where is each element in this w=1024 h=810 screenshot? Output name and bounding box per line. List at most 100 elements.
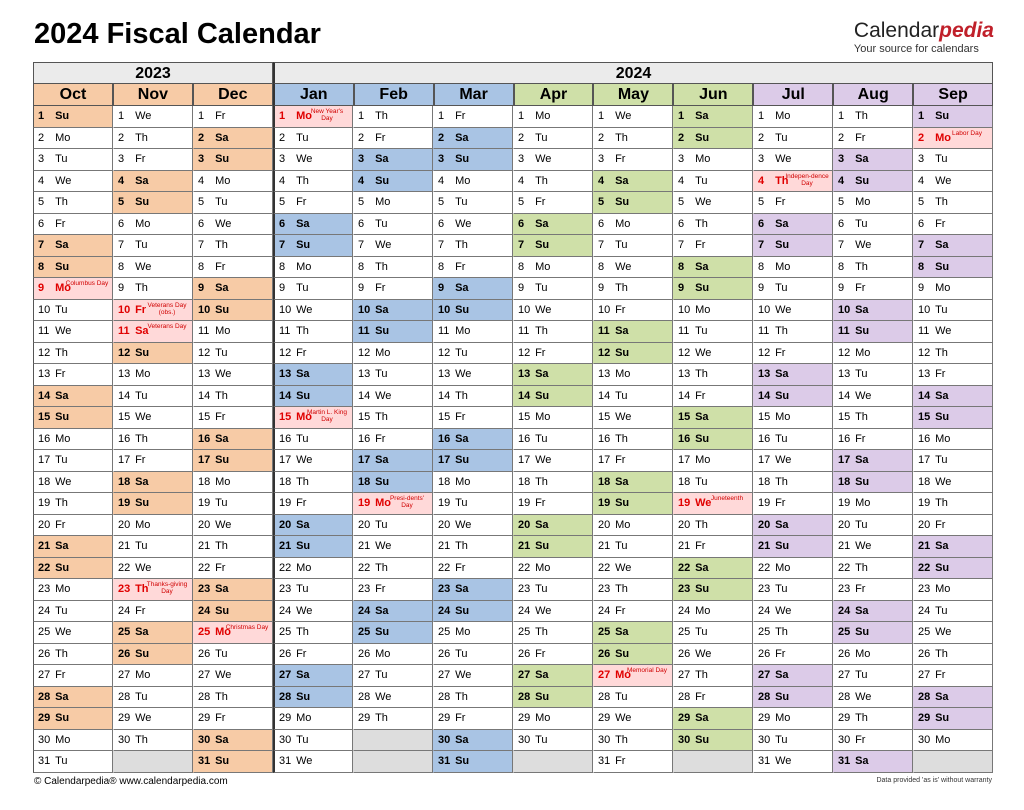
weekday-label: Th: [455, 540, 468, 553]
day-cell: 9 Tu: [753, 278, 833, 300]
day-cell: 31 Su: [193, 751, 273, 773]
day-cell: 2 Tu: [513, 127, 593, 149]
day-cell: 24 Su: [193, 600, 273, 622]
weekday-label: Fr: [375, 282, 386, 295]
weekday-label: Tu: [375, 669, 388, 682]
day-number: 12: [598, 346, 611, 359]
day-number: 4: [918, 174, 925, 187]
day-number: 8: [358, 260, 365, 273]
day-cell: 25 Tu: [673, 622, 753, 644]
day-number: 12: [38, 346, 51, 359]
day-cell: 27 Fr: [913, 665, 993, 687]
weekday-label: Mo: [135, 669, 151, 682]
day-number: 25: [438, 626, 451, 639]
day-number: 13: [518, 368, 531, 381]
day-cell: 23 Th: [593, 579, 673, 601]
weekday-label: Sa: [695, 411, 709, 424]
day-number: 16: [279, 432, 292, 445]
day-number: 31: [838, 755, 851, 768]
weekday-label: Mo: [135, 368, 151, 381]
day-cell: 2 Tu: [273, 127, 353, 149]
day-cell: 30 Tu: [273, 729, 353, 751]
weekday-label: Tu: [55, 604, 68, 617]
day-number: 29: [118, 712, 131, 725]
day-number: 30: [758, 733, 771, 746]
day-number: 7: [758, 239, 765, 252]
day-cell: 1 We: [113, 106, 193, 128]
day-number: 23: [358, 583, 371, 596]
weekday-label: We: [455, 669, 472, 682]
weekday-label: Sa: [55, 690, 69, 703]
weekday-label: Su: [215, 454, 230, 467]
weekday-label: Fr: [296, 346, 307, 359]
weekday-label: We: [135, 260, 152, 273]
day-number: 2: [918, 131, 925, 144]
weekday-label: Su: [695, 282, 710, 295]
day-cell: 30 Tu: [513, 729, 593, 751]
weekday-label: Th: [935, 647, 948, 660]
day-cell: 23 Su: [673, 579, 753, 601]
day-cell: 11 Mo: [433, 321, 513, 343]
weekday-label: Tu: [215, 346, 228, 359]
month-column-oct: 1 Su 2 Mo 3 Tu 4 We 5 Th 6 Fr 7 Sa 8 Su 9 Mo Colu…: [33, 106, 113, 773]
weekday-label: We: [615, 712, 632, 725]
weekday-label: Su: [455, 755, 470, 768]
day-cell: 9 Tu: [273, 278, 353, 300]
weekday-label: Su: [615, 497, 630, 510]
weekday-label: Tu: [215, 196, 228, 209]
day-cell: 26 Mo: [353, 643, 433, 665]
day-cell: 14 Su: [273, 385, 353, 407]
weekday-label: Su: [455, 604, 470, 617]
day-number: 25: [598, 626, 611, 639]
day-cell: 23 Fr: [353, 579, 433, 601]
day-number: 10: [279, 303, 292, 316]
day-cell: 26 Fr: [513, 643, 593, 665]
day-cell: 26 Mo: [833, 643, 913, 665]
day-number: 29: [358, 712, 371, 725]
day-cell: 24 We: [513, 600, 593, 622]
day-number: 19: [678, 497, 691, 510]
day-number: 9: [598, 282, 605, 295]
day-number: 25: [838, 626, 851, 639]
day-cell: 8 Su: [33, 256, 113, 278]
day-cell: 22 Fr: [193, 557, 273, 579]
day-cell: 18 Th: [273, 471, 353, 493]
weekday-label: Th: [375, 712, 388, 725]
weekday-label: Fr: [215, 411, 226, 424]
day-cell: 4 Mo: [433, 170, 513, 192]
weekday-label: Th: [296, 325, 309, 338]
day-number: 29: [518, 712, 531, 725]
day-number: 30: [838, 733, 851, 746]
day-cell: 31 Sa: [833, 751, 913, 773]
day-cell: 27 Sa: [273, 665, 353, 687]
day-number: 17: [358, 454, 371, 467]
day-number: 7: [358, 239, 365, 252]
weekday-label: Th: [615, 432, 628, 445]
month-header-sep: Sep: [913, 84, 994, 106]
day-cell: 31 Su: [433, 751, 513, 773]
day-cell: 10 Su: [433, 299, 513, 321]
weekday-label: Mo: [695, 454, 711, 467]
day-cell: 30 Mo: [33, 729, 113, 751]
day-cell: 28 Su: [273, 686, 353, 708]
weekday-label: Th: [775, 626, 788, 639]
day-number: 13: [438, 368, 451, 381]
day-number: 27: [198, 669, 211, 682]
holiday-name: Christmas Day: [225, 624, 269, 631]
weekday-label: Fr: [535, 196, 546, 209]
day-number: 4: [598, 174, 605, 187]
day-cell: 13 We: [193, 364, 273, 386]
day-number: 3: [838, 153, 845, 166]
weekday-label: Mo: [535, 712, 551, 725]
weekday-label: Sa: [215, 282, 229, 295]
brand-logo[interactable]: Calendarpedia Your source for calendars: [854, 20, 994, 56]
day-number: 12: [758, 346, 771, 359]
day-number: 17: [118, 454, 131, 467]
footer-copyright[interactable]: © Calendarpedia® www.calendarpedia.com: [34, 776, 228, 787]
day-cell: 12 Su: [593, 342, 673, 364]
day-number: 11: [438, 325, 450, 338]
day-cell: 12 We: [673, 342, 753, 364]
day-number: 30: [438, 733, 451, 746]
day-number: 28: [758, 690, 771, 703]
weekday-label: Th: [775, 174, 789, 187]
